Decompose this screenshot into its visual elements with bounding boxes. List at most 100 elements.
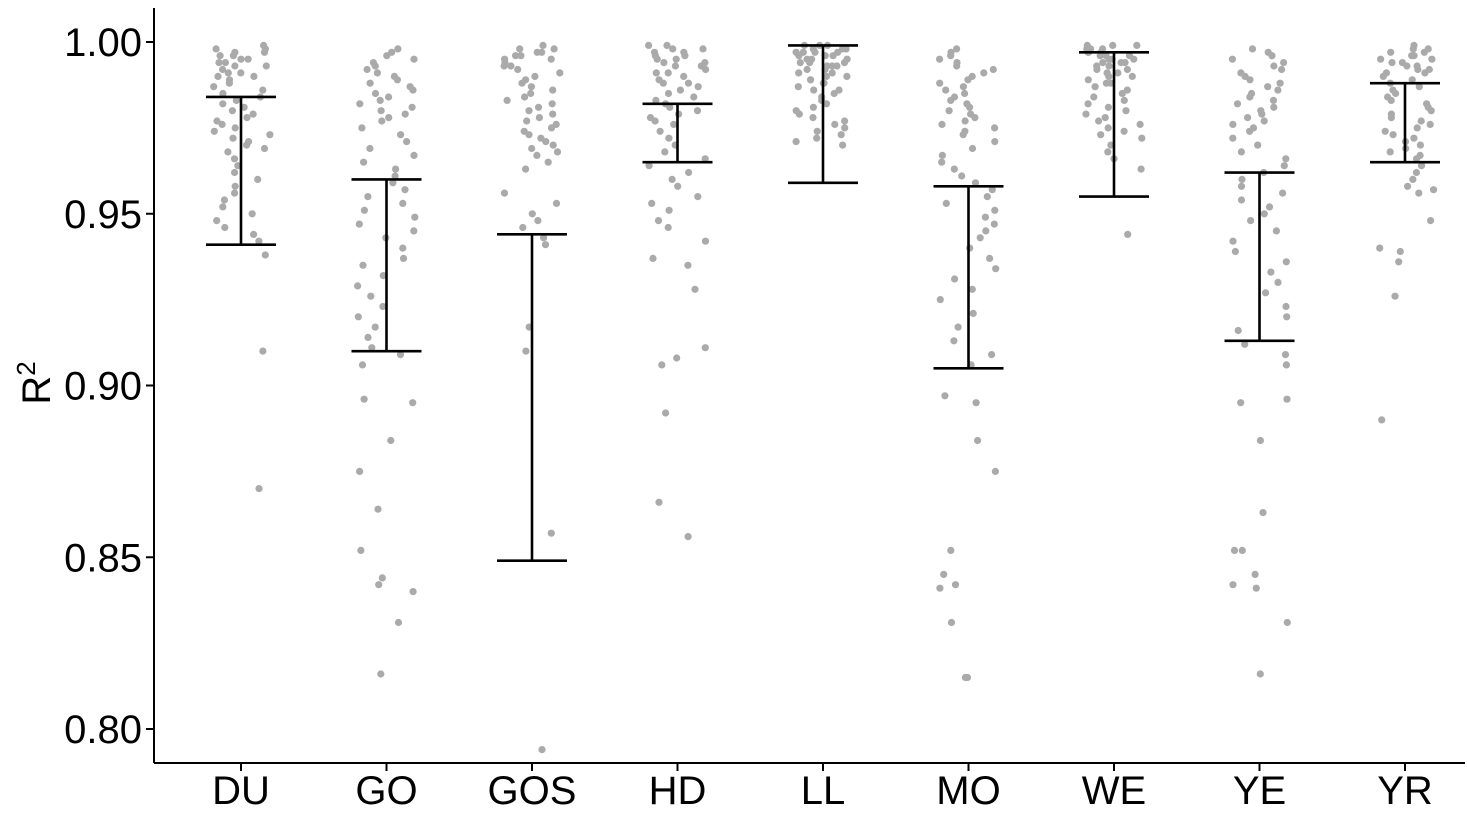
data-point-mo: [971, 114, 979, 122]
x-tick-label-gos: GOS: [488, 769, 577, 813]
data-point-we: [1105, 72, 1113, 80]
data-point-yr: [1426, 120, 1434, 128]
data-point-we: [1120, 96, 1128, 104]
data-point-du: [231, 189, 239, 197]
data-point-ll: [837, 131, 845, 139]
data-point-yr: [1404, 182, 1412, 190]
data-point-ye: [1283, 395, 1291, 403]
data-point-du: [248, 210, 256, 218]
data-point-du: [220, 196, 228, 204]
x-tick-label-ye: YE: [1233, 769, 1286, 813]
data-point-yr: [1377, 55, 1385, 63]
data-point-mo: [936, 296, 944, 304]
data-point-gos: [556, 69, 564, 77]
data-point-hd: [684, 79, 693, 87]
data-point-hd: [673, 354, 681, 362]
data-point-du: [237, 69, 245, 77]
data-point-go: [392, 165, 400, 173]
data-point-du: [214, 72, 222, 80]
data-point-du: [250, 230, 258, 238]
data-point-ye: [1246, 127, 1254, 135]
data-point-du: [259, 347, 267, 355]
data-point-go: [396, 351, 405, 359]
data-point-gos: [500, 189, 509, 197]
data-point-ll: [794, 83, 802, 91]
data-point-ye: [1229, 134, 1237, 142]
data-point-gos: [531, 72, 539, 80]
data-point-yr: [1389, 131, 1397, 139]
data-point-go: [358, 361, 367, 369]
data-point-mo: [963, 673, 972, 682]
data-point-ye: [1231, 247, 1239, 256]
data-point-go: [366, 79, 374, 87]
data-point-du: [219, 65, 227, 74]
data-point-du: [266, 131, 274, 139]
data-point-yr: [1391, 292, 1399, 300]
data-point-yr: [1414, 65, 1422, 74]
data-point-mo: [950, 165, 958, 173]
data-point-du: [243, 114, 251, 122]
data-point-go: [367, 292, 375, 300]
x-tick-label-yr: YR: [1377, 769, 1433, 813]
data-point-yr: [1378, 416, 1386, 424]
data-point-ye: [1237, 399, 1245, 407]
data-point-mo: [936, 79, 944, 87]
data-point-hd: [660, 59, 668, 67]
data-point-mo: [936, 584, 944, 592]
data-point-hd: [680, 72, 688, 80]
data-point-gos: [521, 93, 529, 101]
data-point-go: [355, 220, 363, 228]
data-point-du: [212, 45, 220, 53]
data-point-yr: [1392, 89, 1400, 98]
data-point-du: [219, 89, 227, 98]
data-point-hd: [664, 89, 673, 98]
data-point-go: [399, 244, 407, 252]
data-point-mo: [941, 392, 949, 400]
data-point-go: [397, 131, 405, 139]
data-point-go: [391, 172, 399, 180]
data-point-we: [1104, 124, 1112, 132]
data-point-ye: [1279, 189, 1287, 197]
data-point-ye: [1283, 313, 1291, 321]
y-tick-label: 0.85: [64, 536, 142, 580]
data-point-gos: [500, 62, 508, 70]
data-point-du: [255, 485, 263, 493]
data-point-we: [1120, 127, 1128, 135]
data-point-ye: [1259, 508, 1267, 517]
data-point-go: [360, 395, 368, 403]
data-point-go: [409, 399, 417, 407]
data-point-ll: [795, 69, 803, 77]
data-point-yr: [1396, 247, 1404, 256]
data-point-ye: [1268, 52, 1276, 60]
data-point-hd: [670, 120, 678, 128]
data-point-ye: [1246, 93, 1254, 101]
data-point-hd: [669, 45, 677, 53]
data-point-mo: [971, 179, 980, 187]
data-point-we: [1099, 59, 1107, 67]
data-point-ye: [1282, 302, 1290, 311]
data-point-yr: [1421, 69, 1429, 77]
data-point-gos: [550, 45, 558, 53]
data-point-ye: [1241, 340, 1249, 348]
data-point-hd: [676, 86, 685, 94]
data-point-ye: [1274, 278, 1282, 286]
y-axis-title-superscript: 2: [11, 361, 41, 375]
data-point-we: [1104, 103, 1112, 111]
data-point-go: [359, 261, 367, 269]
data-point-mo: [964, 76, 972, 84]
data-point-hd: [662, 409, 670, 417]
data-point-mo: [988, 186, 996, 194]
data-point-ll: [806, 59, 814, 67]
data-point-hd: [694, 193, 702, 201]
data-point-ye: [1233, 100, 1242, 108]
data-point-ye: [1267, 268, 1275, 276]
data-point-hd: [653, 55, 661, 63]
data-point-yr: [1395, 258, 1403, 266]
data-point-ye: [1260, 210, 1268, 218]
data-point-ll: [809, 103, 818, 111]
data-point-go: [363, 65, 371, 74]
data-point-mo: [966, 103, 974, 111]
data-point-ye: [1280, 162, 1288, 170]
data-point-yr: [1430, 186, 1438, 194]
data-point-mo: [991, 124, 999, 132]
